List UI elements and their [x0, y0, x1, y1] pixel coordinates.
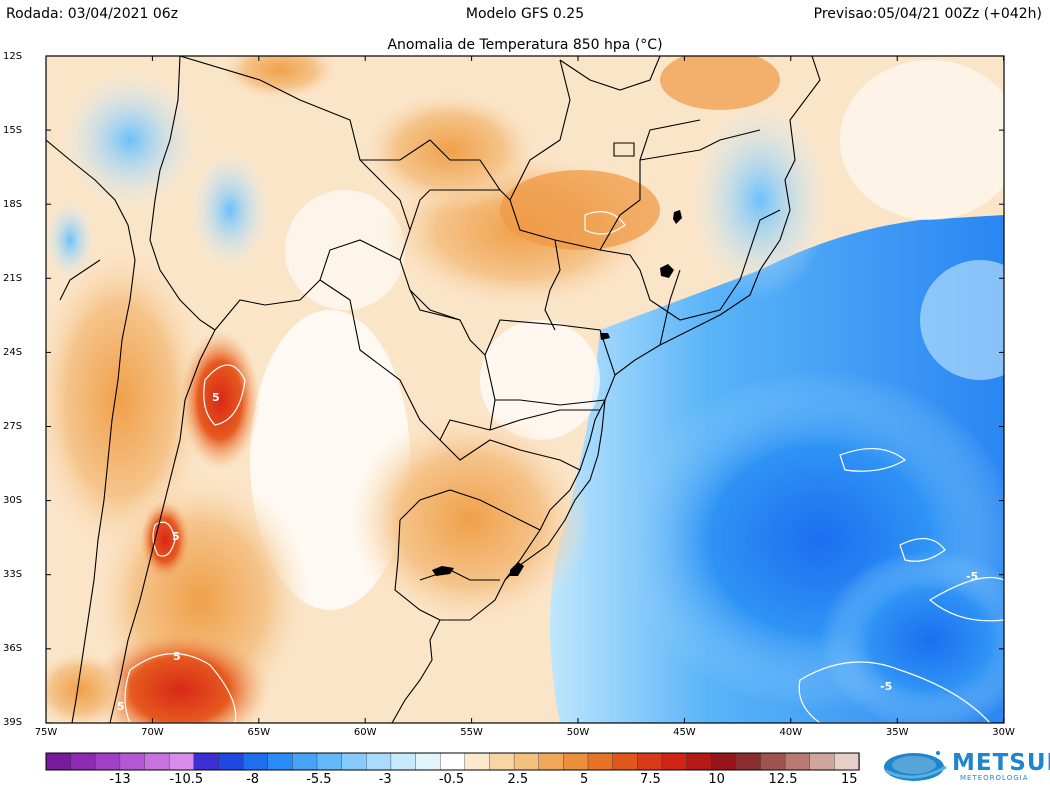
- longitude-label: 30W: [992, 727, 1015, 738]
- colorbar-swatch: [341, 752, 367, 771]
- colorbar-swatch: [316, 752, 343, 771]
- colorbar-swatch: [686, 752, 712, 771]
- colorbar: [45, 752, 860, 771]
- colorbar-swatch: [267, 752, 294, 771]
- latitude-label: 18S: [3, 199, 23, 210]
- contour-label: 5: [212, 391, 220, 404]
- colorbar-label: 10: [708, 772, 725, 787]
- colorbar-swatch: [45, 752, 72, 771]
- colorbar-label: 15: [841, 772, 858, 787]
- latitude-label: 39S: [3, 717, 23, 728]
- colorbar-label: -10.5: [169, 772, 204, 787]
- longitude-label: 65W: [247, 727, 271, 738]
- latitude-label: 21S: [3, 273, 23, 284]
- latitude-label: 27S: [3, 421, 23, 432]
- colorbar-swatch: [834, 752, 860, 771]
- colorbar-swatch: [587, 752, 614, 771]
- colorbar-label: 2.5: [507, 772, 529, 787]
- colorbar-label: 7.5: [640, 772, 661, 787]
- longitude-label: 35W: [885, 727, 909, 738]
- model-name-label: Modelo GFS 0.25: [465, 6, 585, 22]
- colorbar-swatch: [710, 752, 737, 771]
- latitude-label: 33S: [3, 569, 23, 580]
- colorbar-swatch: [809, 752, 836, 771]
- contour-label: -5: [880, 680, 892, 693]
- contour-label: 5: [117, 700, 125, 713]
- logo-subtitle: METEOROLOGIA: [960, 774, 1029, 782]
- latitude-label: 15S: [3, 125, 23, 136]
- colorbar-label: 12.5: [768, 772, 798, 787]
- latitude-label: 24S: [3, 347, 23, 358]
- colorbar-swatch: [464, 752, 491, 771]
- contour-label: 5: [172, 530, 180, 543]
- colorbar-swatch: [168, 752, 195, 771]
- colorbar-swatch: [563, 752, 589, 771]
- colorbar-label: -5.5: [306, 772, 332, 787]
- colorbar-swatch: [415, 752, 441, 771]
- latitude-label: 12S: [3, 51, 23, 62]
- contour-label: -5: [966, 570, 978, 583]
- contour-label: 5: [173, 650, 181, 663]
- colorbar-swatch: [760, 752, 786, 771]
- colorbar-swatch: [735, 752, 762, 771]
- colorbar-swatch: [144, 752, 170, 771]
- colorbar-swatch: [439, 752, 466, 771]
- latitude-label: 30S: [3, 495, 23, 506]
- longitude-label: 60W: [353, 727, 377, 738]
- metsul-logo: [884, 751, 947, 781]
- colorbar-swatch: [538, 752, 565, 771]
- longitude-label: 75W: [34, 727, 58, 738]
- longitude-label: 40W: [779, 727, 803, 738]
- colorbar-swatch: [242, 752, 269, 771]
- colorbar-swatch: [70, 752, 96, 771]
- longitude-label: 70W: [141, 727, 164, 738]
- latitude-label: 36S: [3, 643, 23, 654]
- colorbar-label: 5: [579, 772, 589, 787]
- longitude-label: 45W: [673, 727, 696, 738]
- colorbar-swatch: [119, 752, 146, 771]
- colorbar-swatch: [193, 752, 220, 771]
- colorbar-swatch: [637, 752, 663, 771]
- colorbar-label: -13: [109, 772, 131, 787]
- longitude-label: 50W: [566, 727, 590, 738]
- forecast-time-label: Previsao:05/04/21 00Zz (+042h): [813, 6, 1042, 22]
- colorbar-label: -0.5: [438, 772, 465, 787]
- colorbar-label: -8: [246, 772, 260, 787]
- colorbar-swatch: [513, 752, 540, 771]
- colorbar-swatch: [390, 752, 417, 771]
- colorbar-swatch: [612, 752, 638, 771]
- colorbar-swatch: [366, 752, 392, 771]
- colorbar-swatch: [218, 752, 244, 771]
- run-time-label: Rodada: 03/04/2021 06z: [6, 6, 179, 22]
- logo-text: METSUL: [952, 750, 1050, 776]
- colorbar-swatch: [95, 752, 121, 771]
- colorbar-label: -3: [378, 772, 392, 787]
- colorbar-swatch: [489, 752, 515, 771]
- colorbar-swatch: [661, 752, 688, 771]
- longitude-label: 55W: [460, 727, 483, 738]
- colorbar-swatch: [292, 752, 318, 771]
- colorbar-swatch: [784, 752, 811, 771]
- map-title: Anomalia de Temperatura 850 hpa (°C): [387, 37, 663, 53]
